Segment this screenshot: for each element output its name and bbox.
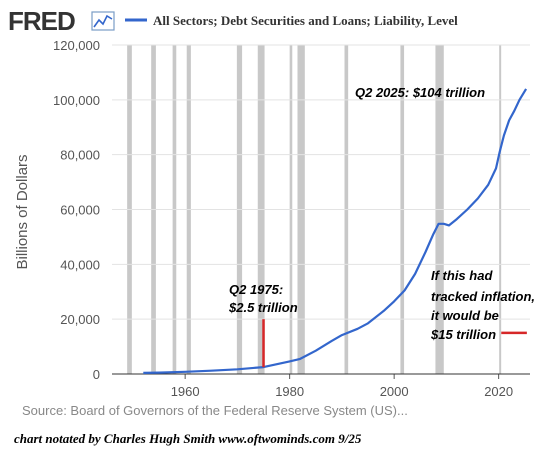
annotation-inflation-line2: tracked inflation,: [431, 289, 535, 304]
credit-line: chart notated by Charles Hugh Smith www.…: [14, 431, 362, 446]
y-tick-label: 40,000: [60, 257, 100, 272]
x-tick-label: 2020: [484, 384, 513, 399]
x-axis-ticks: 1960 1980 2000 2020: [171, 374, 513, 399]
fred-graph-icon: [91, 11, 115, 31]
debt-series-line: [143, 88, 528, 374]
fred-logo: FRED: [8, 6, 75, 36]
annotation-inflation-line3: it would be: [431, 308, 499, 323]
x-tick-label: 2000: [380, 384, 409, 399]
source-note: Source: Board of Governors of the Federa…: [22, 403, 408, 418]
y-tick-label: 0: [93, 367, 100, 382]
annotation-inflation-line4: $15 trillion: [430, 327, 496, 342]
y-tick-label: 100,000: [53, 93, 100, 108]
series-title: All Sectors; Debt Securities and Loans; …: [153, 13, 458, 28]
y-tick-label: 20,000: [60, 312, 100, 327]
annotation-q2-1975-line1: Q2 1975:: [229, 282, 283, 297]
annotation-q2-2025: Q2 2025: $104 trillion: [355, 85, 485, 100]
y-axis-label: Billions of Dollars: [14, 154, 31, 269]
grid-lines: [112, 44, 530, 320]
y-axis-ticks: 0 20,000 40,000 60,000 80,000 100,000 120,000: [53, 38, 100, 382]
annotation-inflation-line1: If this had: [431, 268, 493, 283]
y-tick-label: 60,000: [60, 203, 100, 218]
x-tick-label: 1960: [171, 384, 200, 399]
x-tick-label: 1980: [275, 384, 304, 399]
y-tick-label: 80,000: [60, 148, 100, 163]
annotation-q2-1975-line2: $2.5 trillion: [228, 300, 298, 315]
y-tick-label: 120,000: [53, 38, 100, 53]
